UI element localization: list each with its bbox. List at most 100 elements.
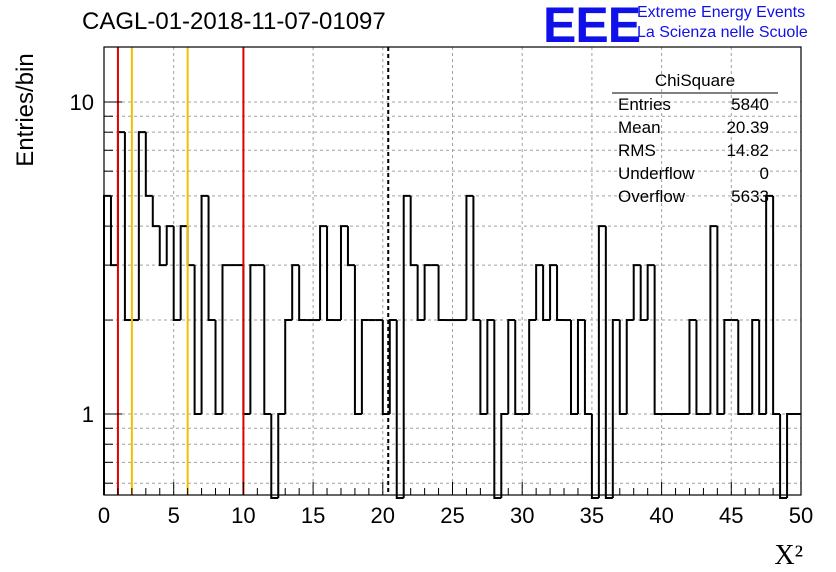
histogram-bin bbox=[339, 225, 348, 321]
histogram-bin bbox=[779, 413, 788, 499]
histogram-bin bbox=[646, 264, 655, 321]
histogram-bin bbox=[200, 194, 209, 414]
histogram-bin bbox=[465, 194, 474, 321]
histogram-bin bbox=[249, 264, 258, 414]
histogram-bin bbox=[103, 194, 111, 495]
histogram-bin bbox=[221, 264, 230, 414]
stats-label: RMS bbox=[618, 141, 656, 160]
run-title: CAGL-01-2018-11-07-01097 bbox=[82, 8, 386, 35]
histogram-bin bbox=[472, 195, 481, 322]
histogram-bin bbox=[437, 265, 446, 322]
y-tick-label: 10 bbox=[70, 90, 94, 115]
histogram-bin bbox=[597, 225, 606, 498]
histogram-bin bbox=[151, 195, 160, 228]
stats-value: 14.82 bbox=[726, 141, 769, 160]
x-tick-label: 10 bbox=[231, 503, 255, 528]
histogram-bin bbox=[618, 320, 627, 415]
histogram-bin bbox=[395, 320, 404, 499]
x-tick-label: 45 bbox=[719, 503, 743, 528]
eee-logo-mark: EEE bbox=[543, 0, 641, 53]
histogram-bin bbox=[493, 320, 502, 499]
x-tick-label: 25 bbox=[440, 503, 464, 528]
histogram-bin bbox=[639, 265, 648, 322]
logo-subtitle-1: Extreme Energy Events bbox=[637, 4, 806, 21]
stats-label: Underflow bbox=[618, 164, 695, 183]
histogram-bin bbox=[535, 264, 544, 321]
histogram-bin bbox=[270, 413, 279, 499]
histogram-bin bbox=[242, 265, 251, 415]
histogram-bin bbox=[604, 226, 613, 499]
x-axis-label: X² bbox=[774, 540, 803, 571]
histogram-bin bbox=[207, 195, 216, 322]
histogram-bin bbox=[172, 226, 181, 322]
x-tick-label: 0 bbox=[98, 503, 110, 528]
histogram-bin bbox=[611, 319, 620, 498]
x-tick-label: 30 bbox=[510, 503, 534, 528]
histogram-bin bbox=[319, 225, 328, 321]
stats-title: ChiSquare bbox=[655, 71, 735, 90]
y-tick-label: 1 bbox=[82, 402, 94, 427]
histogram-bin bbox=[144, 132, 153, 197]
histogram-bin bbox=[542, 265, 551, 322]
stats-value: 0 bbox=[760, 164, 769, 183]
histogram-bin bbox=[549, 264, 558, 321]
histogram-bin bbox=[214, 320, 223, 415]
stats-label: Overflow bbox=[618, 187, 686, 206]
stats-value: 5840 bbox=[731, 95, 769, 114]
x-tick-label: 5 bbox=[168, 503, 180, 528]
histogram-bin bbox=[500, 412, 509, 498]
histogram-bin bbox=[116, 131, 125, 266]
histogram-bin bbox=[576, 319, 585, 414]
histogram-bin bbox=[277, 412, 286, 498]
histogram-bin bbox=[758, 320, 767, 415]
y-axis-label: Entries/bin bbox=[12, 53, 39, 166]
axes: 0 5 10 15 20 25 30 35 40 45 50 1 10 bbox=[70, 90, 814, 528]
histogram-bin bbox=[765, 194, 774, 414]
histogram-bin bbox=[388, 319, 397, 414]
histogram-bin bbox=[737, 320, 746, 415]
histogram-bin bbox=[653, 265, 662, 415]
x-tick-label: 35 bbox=[580, 503, 604, 528]
histogram-bin bbox=[179, 225, 188, 321]
histogram-bin bbox=[158, 226, 167, 267]
histogram-bin bbox=[165, 225, 174, 266]
histogram-bin bbox=[716, 226, 725, 415]
histogram-bin bbox=[772, 195, 781, 415]
histogram-bin bbox=[528, 319, 537, 414]
histogram-bin bbox=[109, 195, 118, 267]
histogram-bin bbox=[751, 319, 760, 414]
histogram-bin bbox=[360, 319, 369, 414]
histogram-bin bbox=[709, 225, 718, 414]
histogram-bin bbox=[291, 264, 300, 321]
histogram-bin bbox=[583, 320, 592, 415]
histogram-bin bbox=[590, 413, 599, 499]
histogram-bin bbox=[423, 264, 432, 321]
x-tick-label: 40 bbox=[649, 503, 673, 528]
histogram-bin bbox=[507, 319, 516, 414]
histogram-bin bbox=[284, 319, 293, 414]
eee-logo: EEE Extreme Energy Events La Scienza nel… bbox=[543, 0, 833, 53]
histogram-bin bbox=[556, 265, 565, 322]
histogram-bin bbox=[514, 320, 523, 415]
histogram-bin bbox=[625, 319, 634, 414]
histogram-bin bbox=[416, 265, 425, 322]
histogram-bin bbox=[486, 319, 495, 414]
stats-label: Entries bbox=[618, 95, 671, 114]
histogram-bin bbox=[695, 320, 704, 415]
histogram-bin bbox=[186, 226, 195, 267]
x-tick-label: 20 bbox=[371, 503, 395, 528]
histogram-bin bbox=[569, 320, 578, 415]
histogram-bin bbox=[326, 226, 335, 322]
x-tick-label: 50 bbox=[789, 503, 813, 528]
histogram-bin bbox=[193, 265, 202, 415]
stats-box: ChiSquare Entries 5840 Mean 20.39 RMS 14… bbox=[612, 71, 778, 206]
histogram-bin bbox=[786, 412, 795, 498]
stats-value: 5633 bbox=[731, 187, 769, 206]
histogram-bin bbox=[298, 265, 307, 322]
histogram-bin bbox=[402, 194, 411, 498]
histogram-bin bbox=[723, 319, 732, 414]
histogram-bin bbox=[263, 265, 272, 415]
stats-label: Mean bbox=[618, 118, 661, 137]
histogram-bin bbox=[353, 265, 362, 415]
